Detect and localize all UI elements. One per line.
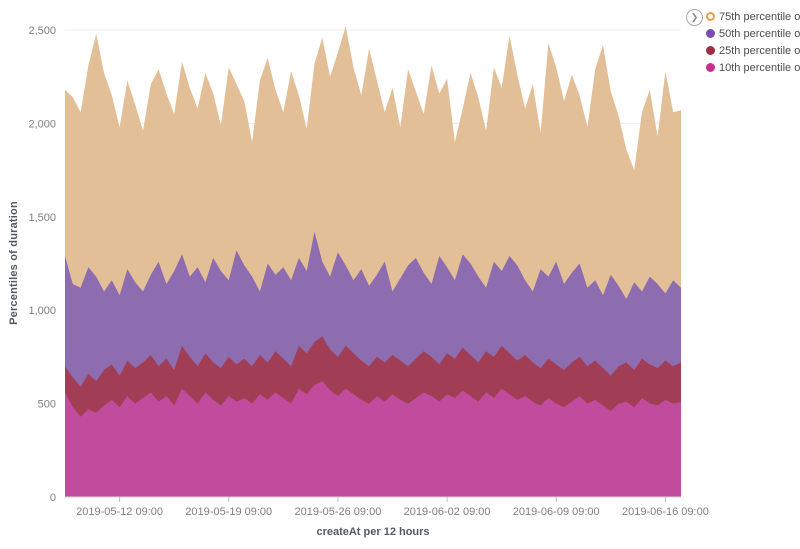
x-tick-label: 2019-05-19 09:00 xyxy=(185,506,272,518)
legend-items: 75th percentile of duration 50th percenti… xyxy=(706,8,800,76)
legend-item-label: 25th percentile of duration xyxy=(719,44,800,57)
x-tick-label: 2019-06-09 09:00 xyxy=(513,506,600,518)
y-tick-label: 2,500 xyxy=(28,25,56,37)
legend-item-label: 10th percentile of duration xyxy=(719,61,800,74)
series-color-dot xyxy=(706,46,715,55)
series-color-dot xyxy=(706,29,715,38)
y-tick-label: 0 xyxy=(50,492,56,504)
y-axis-title: Percentiles of duration xyxy=(8,201,20,325)
x-tick-label: 2019-06-16 09:00 xyxy=(622,506,709,518)
legend-item[interactable]: 75th percentile of duration xyxy=(706,8,800,25)
legend-collapse-button[interactable]: ❯ xyxy=(686,9,703,26)
area-10th[interactable] xyxy=(65,381,681,497)
x-axis-title: createAt per 12 hours xyxy=(316,526,430,538)
chevron-right-icon: ❯ xyxy=(690,12,699,22)
series-color-dot xyxy=(706,63,715,72)
y-tick-label: 1,000 xyxy=(28,305,56,317)
x-tick-label: 2019-06-02 09:00 xyxy=(404,506,491,518)
y-tick-label: 1,500 xyxy=(28,212,56,224)
legend-item[interactable]: 50th percentile of duration xyxy=(706,25,800,42)
x-tick-label: 2019-05-12 09:00 xyxy=(76,506,163,518)
legend-item[interactable]: 10th percentile of duration xyxy=(706,59,800,76)
legend: ❯ 75th percentile of duration 50th percen… xyxy=(686,8,800,76)
x-tick-label: 2019-05-26 09:00 xyxy=(294,506,381,518)
y-tick-label: 2,000 xyxy=(28,118,56,130)
legend-item-label: 75th percentile of duration xyxy=(719,10,800,23)
y-tick-label: 500 xyxy=(38,399,56,411)
legend-item-label: 50th percentile of duration xyxy=(719,27,800,40)
series-color-dot xyxy=(706,12,715,21)
legend-item[interactable]: 25th percentile of duration xyxy=(706,42,800,59)
